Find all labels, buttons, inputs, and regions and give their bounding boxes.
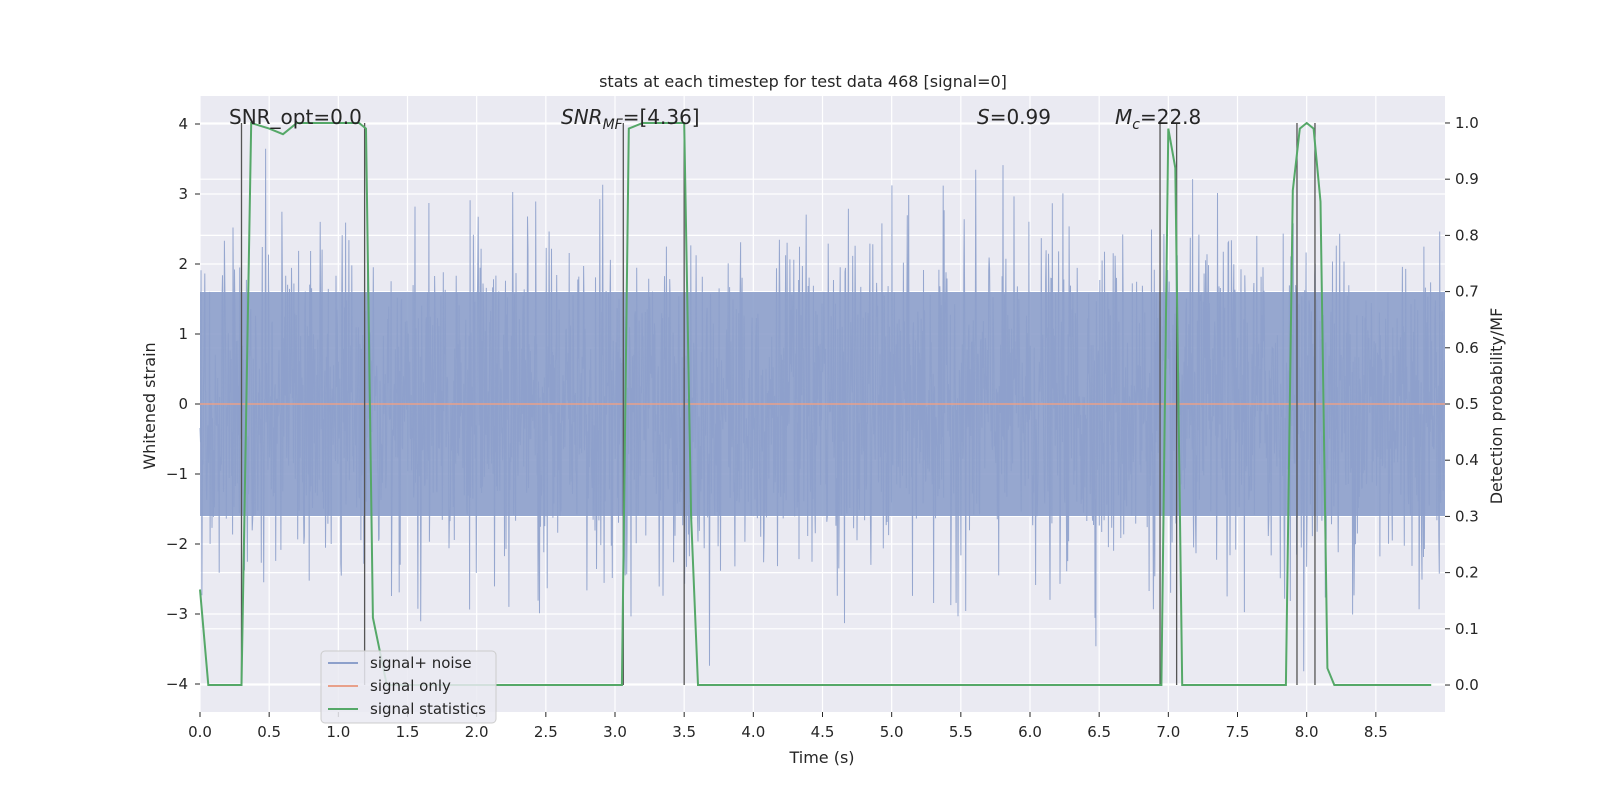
y-tick-label: 3	[178, 185, 188, 203]
y-tick-label: −1	[166, 465, 188, 483]
x-tick-label: 8.0	[1295, 723, 1319, 741]
x-tick-label: 1.5	[396, 723, 420, 741]
y-right-tick-label: 0.1	[1455, 620, 1479, 638]
x-tick-label: 4.5	[811, 723, 835, 741]
x-tick-label: 2.0	[465, 723, 489, 741]
annotation-mc: Mc=22.8	[1115, 105, 1201, 133]
x-axis-ticks: 0.0 0.5 1.0 1.5 2.0 2.5 3.0 3.5 4.0 4.5 5.0 5.5 6.0 6…	[188, 712, 1388, 741]
x-tick-label: 1.0	[326, 723, 350, 741]
annotation-snr-mf-value: =[4.36]	[623, 105, 700, 129]
signal-statistics-line	[199, 121, 1432, 686]
x-tick-label: 6.0	[1018, 723, 1042, 741]
x-tick-label: 0.0	[188, 723, 212, 741]
y-tick-label: −3	[166, 605, 188, 623]
annotation-mc-main: M	[1115, 105, 1132, 129]
annotation-s-value: =0.99	[990, 105, 1051, 129]
legend-label-signal-noise: signal+ noise	[370, 654, 472, 672]
detection-markers	[240, 122, 1316, 686]
y-right-tick-label: 0.0	[1455, 676, 1479, 694]
annotation-s-main: S	[977, 105, 990, 129]
x-tick-label: 8.5	[1364, 723, 1388, 741]
y-right-tick-label: 0.5	[1455, 395, 1479, 413]
y-right-tick-label: 0.4	[1455, 451, 1479, 469]
legend: signal+ noise signal only signal statist…	[320, 650, 497, 724]
noise-trace	[199, 148, 1445, 672]
annotation-mc-value: =22.8	[1140, 105, 1201, 129]
legend-label-signal-statistics: signal statistics	[370, 700, 486, 718]
y-tick-label: −2	[166, 535, 188, 553]
annotation-snr-mf-sub: MF	[603, 117, 624, 133]
y-right-tick-label: 1.0	[1455, 114, 1479, 132]
y-tick-label: 4	[178, 115, 188, 133]
y-right-tick-label: 0.2	[1455, 564, 1479, 582]
x-tick-label: 7.5	[1226, 723, 1250, 741]
y-axis-label-right: Detection probability/MF	[1487, 308, 1506, 505]
y-tick-label: 1	[178, 325, 188, 343]
x-tick-label: 4.0	[741, 723, 765, 741]
x-tick-label: 3.0	[603, 723, 627, 741]
annotation-snr-mf-main: SNR	[561, 105, 603, 129]
x-tick-label: 5.5	[949, 723, 973, 741]
annotation-mc-sub: c	[1132, 117, 1140, 133]
y-tick-label: 0	[178, 395, 188, 413]
y-right-tick-label: 0.8	[1455, 226, 1479, 244]
y-right-tick-label: 0.9	[1455, 170, 1479, 188]
y-tick-label: −4	[166, 675, 188, 693]
y-axis-ticks-left: −4 −3 −2 −1 0 1 2 3 4	[166, 115, 200, 693]
y-axis-label-left: Whitened strain	[140, 342, 159, 469]
annotation-snr-opt: SNR_opt=0.0	[229, 105, 362, 129]
x-tick-label: 5.0	[880, 723, 904, 741]
y-tick-label: 2	[178, 255, 188, 273]
y-right-tick-label: 0.7	[1455, 283, 1479, 301]
annotation-snr-mf: SNRMF=[4.36]	[561, 105, 700, 133]
y-right-tick-label: 0.3	[1455, 507, 1479, 525]
annotation-s: S=0.99	[977, 105, 1051, 129]
x-tick-label: 6.5	[1087, 723, 1111, 741]
x-tick-label: 3.5	[672, 723, 696, 741]
y-axis-ticks-right: 0.0 0.1 0.2 0.3 0.4 0.5 0.6 0.7 0.8 0.9 1.0	[1445, 114, 1479, 694]
series-signal-statistics	[199, 121, 1432, 686]
legend-box	[320, 650, 497, 724]
x-tick-label: 7.0	[1156, 723, 1180, 741]
chart-title: stats at each timestep for test data 468…	[599, 72, 1007, 91]
legend-label-signal-only: signal only	[370, 677, 451, 695]
x-tick-label: 2.5	[534, 723, 558, 741]
x-tick-label: 0.5	[257, 723, 281, 741]
x-axis-label: Time (s)	[788, 748, 854, 767]
y-right-tick-label: 0.6	[1455, 339, 1479, 357]
